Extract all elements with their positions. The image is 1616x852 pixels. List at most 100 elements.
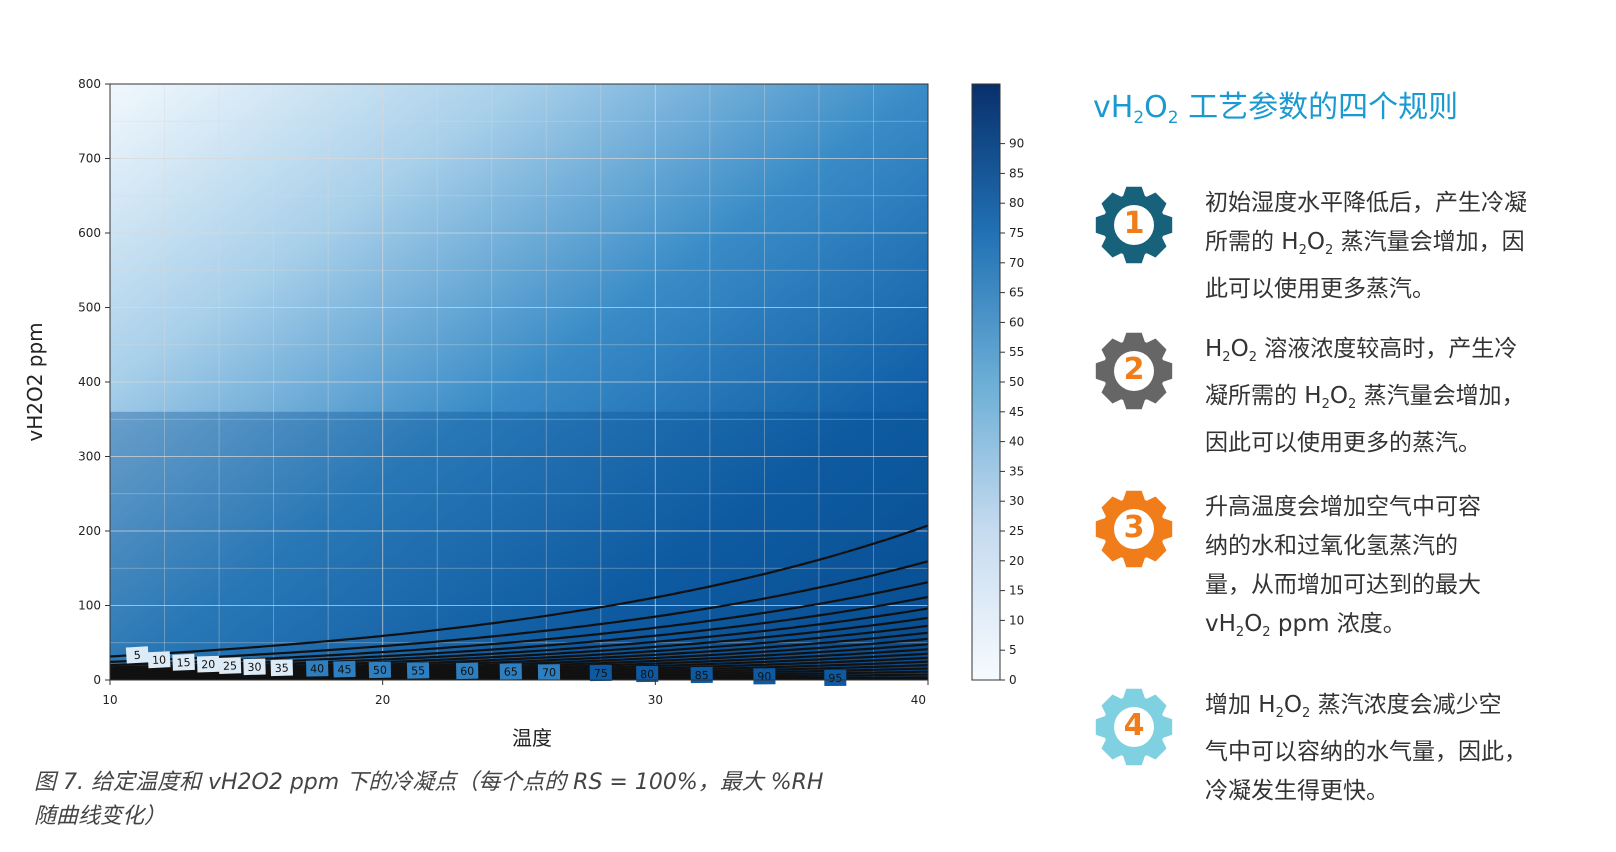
- contour-label-bg: [243, 658, 266, 676]
- colorbar-tick-label: 65: [1009, 286, 1024, 300]
- rule-number: 2: [1123, 352, 1145, 387]
- colorbar-tick-label: 20: [1009, 554, 1024, 568]
- rule-line: 此可以使用更多蒸汽。: [1205, 276, 1435, 302]
- rule-line: 气中可以容纳的水气量，因此，: [1205, 739, 1527, 765]
- contour-label-group: 45: [333, 660, 356, 678]
- rule-line: 升高温度会增加空气中可容: [1205, 494, 1481, 520]
- contour-label: 75: [594, 667, 608, 680]
- y-tick-label: 0: [93, 673, 101, 687]
- x-axis-label: 温度: [512, 726, 552, 750]
- contour-label-group: 20: [196, 655, 220, 673]
- contour-line-5: [110, 524, 928, 658]
- contour-label: 5: [133, 649, 141, 662]
- caption-line-1: 图 7. 给定温度和 vH2O2 ppm 下的冷凝点（每个点的 RS = 100…: [34, 770, 824, 795]
- rules-title-mid: O: [1144, 90, 1168, 125]
- rule-text: 初始湿度水平降低后，产生冷凝 所需的 H2O2 蒸汽量会增加，因 此可以使用更多蒸汽…: [1205, 184, 1605, 309]
- rule-text: 升高温度会增加空气中可容 纳的水和过氧化氢蒸汽的 量，从而增加可达到的最大 vH2O2…: [1205, 488, 1605, 652]
- colorbar-tick-label: 60: [1009, 315, 1024, 329]
- contour-label-bg: [305, 660, 329, 677]
- rule-item: 2 H2O2 溶液浓度较高时，产生冷 凝所需的 H2O2 蒸汽量会增加， 因此可以使用…: [1093, 330, 1603, 456]
- y-tick-label: 600: [78, 226, 101, 240]
- contour-label: 40: [310, 662, 324, 675]
- contour-label-bg: [636, 665, 659, 683]
- contour-label-group: 55: [406, 662, 430, 679]
- rule-line: 凝所需的 H2O2 蒸汽量会增加，: [1205, 383, 1525, 412]
- colorbar-tick-label: 0: [1009, 673, 1017, 687]
- x-tick-label: 10: [102, 693, 117, 707]
- y-tick-label: 500: [78, 301, 101, 315]
- contour-label-group: 80: [636, 665, 659, 683]
- contour-label: 50: [373, 664, 387, 677]
- y-tick-label: 700: [78, 152, 101, 166]
- x-tick-label: 20: [375, 693, 390, 707]
- contour-label-bg: [218, 657, 242, 674]
- gear-icon: [1093, 330, 1175, 412]
- contour-label-bg: [147, 651, 171, 669]
- rule-line: H2O2 溶液浓度较高时，产生冷: [1205, 336, 1518, 365]
- colorbar-tick-label: 15: [1009, 584, 1024, 598]
- contour-label-bg: [690, 666, 713, 684]
- rule-line: 因此可以使用更多的蒸汽。: [1205, 430, 1481, 456]
- rules-title-sub2: 2: [1167, 108, 1179, 128]
- contour-label-group: 15: [172, 653, 195, 671]
- contour-label-bg: [499, 663, 522, 680]
- contour-label-bg: [406, 662, 430, 679]
- contour-label-group: 90: [753, 668, 776, 685]
- colorbar-tick-label: 80: [1009, 196, 1024, 210]
- figure-caption: 图 7. 给定温度和 vH2O2 ppm 下的冷凝点（每个点的 RS = 100…: [34, 766, 994, 834]
- contour-label-group: 50: [368, 661, 392, 679]
- colorbar: [971, 83, 1001, 681]
- y-axis-label: vH2O2 ppm: [23, 322, 47, 441]
- rule-line: 初始湿度水平降低后，产生冷凝: [1205, 190, 1527, 216]
- contour-label: 65: [504, 665, 518, 678]
- contour-label-group: 40: [305, 660, 329, 677]
- y-tick-label: 200: [78, 524, 101, 538]
- rules-title-sub1: 2: [1133, 108, 1145, 128]
- rule-line: 增加 H2O2 蒸汽浓度会减少空: [1205, 692, 1502, 721]
- rule-text: H2O2 溶液浓度较高时，产生冷 凝所需的 H2O2 蒸汽量会增加， 因此可以使用更…: [1205, 330, 1605, 463]
- rules-title-rest: 工艺参数的四个规则: [1178, 90, 1459, 125]
- rule-item: 4 增加 H2O2 蒸汽浓度会减少空 气中可以容纳的水气量，因此， 冷凝发生得更快。: [1093, 686, 1603, 806]
- colorbar-tick-label: 45: [1009, 405, 1024, 419]
- colorbar-tick-label: 50: [1009, 375, 1024, 389]
- rule-number: 3: [1123, 510, 1145, 545]
- contour-label-group: 85: [690, 666, 713, 684]
- rule-line: vH2O2 ppm 浓度。: [1205, 611, 1406, 640]
- contour-label-bg: [824, 669, 847, 686]
- contour-label: 60: [460, 665, 474, 678]
- colorbar-tick-label: 5: [1009, 643, 1017, 657]
- contour-label: 85: [695, 669, 709, 682]
- colorbar-tick-label: 70: [1009, 256, 1024, 270]
- contour-label-group: 35: [270, 659, 294, 677]
- contour-label: 90: [757, 670, 771, 683]
- contour-label-bg: [537, 664, 561, 681]
- colorbar-tick-label: 90: [1009, 137, 1024, 151]
- contour-label: 10: [152, 653, 167, 667]
- rules-title-prefix: vH: [1093, 90, 1134, 125]
- contour-label-bg: [368, 661, 392, 679]
- contour-label-group: 5: [125, 646, 149, 664]
- contour-label: 55: [411, 664, 425, 677]
- y-tick-label: 300: [78, 450, 101, 464]
- contour-label: 25: [223, 659, 237, 672]
- gear-icon: [1093, 686, 1175, 768]
- caption-line-2: 随曲线变化）: [34, 804, 167, 829]
- contour-label-bg: [172, 653, 195, 671]
- x-tick-label: 40: [911, 693, 926, 707]
- rule-text: 增加 H2O2 蒸汽浓度会减少空 气中可以容纳的水气量，因此， 冷凝发生得更快。: [1205, 686, 1605, 811]
- contour-label-bg: [589, 664, 612, 682]
- y-tick-label: 800: [78, 77, 101, 91]
- colorbar-tick-label: 55: [1009, 345, 1024, 359]
- y-tick-label: 400: [78, 375, 101, 389]
- contour-label: 15: [176, 656, 191, 670]
- contour-label: 30: [247, 661, 261, 674]
- contour-label-bg: [333, 660, 356, 678]
- colorbar-tick-label: 85: [1009, 166, 1024, 180]
- colorbar-tick-label: 35: [1009, 464, 1024, 478]
- contour-label: 35: [275, 662, 289, 675]
- contour-label-group: 10: [147, 651, 171, 669]
- rule-line: 所需的 H2O2 蒸汽量会增加，因: [1205, 229, 1525, 258]
- contour-label-bg: [196, 655, 220, 673]
- contour-label-group: 25: [218, 657, 242, 674]
